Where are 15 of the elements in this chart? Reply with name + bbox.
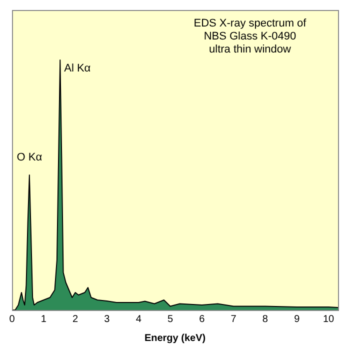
x-tick-label: 1 (40, 314, 47, 325)
x-tick-label: 8 (262, 314, 268, 325)
x-tick-label: 2 (72, 314, 79, 325)
annotation: O Kα (16, 152, 43, 164)
x-tick-label: 0 (9, 314, 16, 325)
x-tick-label: 3 (104, 314, 110, 325)
x-axis-title: Energy (keV) (144, 332, 206, 344)
x-tick-label: 4 (136, 314, 142, 325)
x-tick-label: 9 (294, 314, 300, 325)
chart-title: EDS X-ray spectrum of NBS Glass K-0490 ultra thin window (194, 18, 308, 56)
x-tick-label: 10 (322, 314, 335, 325)
annotation: Al Kα (64, 62, 92, 75)
x-tick-label: 6 (199, 314, 206, 325)
x-tick-label: 7 (230, 314, 237, 325)
x-tick-label: 5 (167, 314, 174, 325)
